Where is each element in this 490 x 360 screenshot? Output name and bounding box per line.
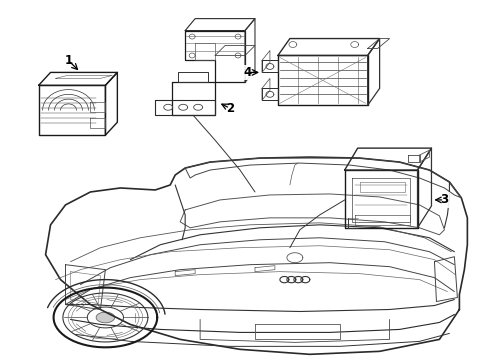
Text: 2: 2 [226,102,234,115]
Text: 4: 4 [244,66,252,79]
Text: 1: 1 [65,54,73,67]
Text: 3: 3 [441,193,448,206]
Polygon shape [96,312,115,323]
